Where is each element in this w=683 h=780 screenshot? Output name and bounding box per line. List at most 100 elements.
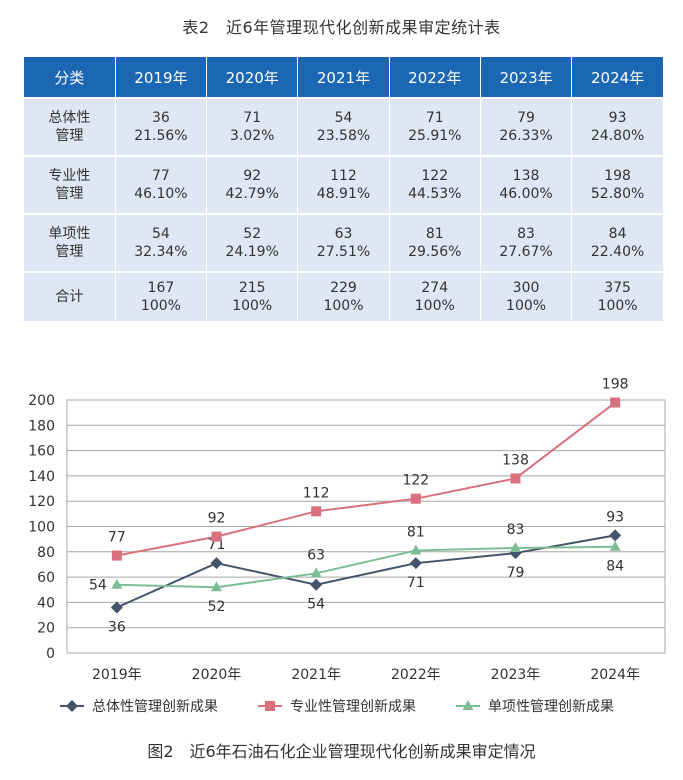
table-cell: 79 26.33% [480,97,573,156]
data-label: 112 [303,485,330,501]
data-label: 63 [307,547,325,563]
y-tick-label: 160 [28,444,55,460]
y-tick-label: 60 [37,570,55,586]
table-title: 表2 近6年管理现代化创新成果审定统计表 [182,18,501,37]
row-label: 单项性 管理 [24,213,116,272]
table-cell: 52 24.19% [206,213,299,272]
table-cell: 375 100% [571,271,663,321]
table-cell: 36 21.56% [115,97,208,156]
legend-marker [265,701,275,711]
data-label: 77 [108,530,126,546]
table-cell: 112 48.91% [297,155,390,214]
legend-marker [66,700,78,712]
data-label: 36 [108,619,126,635]
table-cell: 54 32.34% [115,213,208,272]
x-tick-label: 2021年 [291,667,341,683]
data-label: 54 [307,597,325,613]
legend-marker [462,700,474,710]
data-label: 198 [602,377,629,393]
data-label: 84 [606,559,624,575]
data-point [310,567,322,578]
header-cell: 2019年 [115,57,208,98]
table-cell: 71 3.02% [206,97,299,156]
y-tick-label: 20 [37,621,55,637]
header-cell: 2024年 [571,57,663,98]
data-label: 81 [407,525,425,541]
data-point [410,493,421,504]
y-tick-label: 200 [28,393,55,409]
data-point [510,473,521,484]
legend-label: 专业性管理创新成果 [290,699,416,715]
table-row: 专业性 管理 77 46.10% 92 42.79% 112 48.91% 122 44.… [24,155,663,214]
table-row-total: 合计 167 100% 215 100% 229 100% 274 100% 300 10… [24,271,663,321]
header-cell: 2020年 [206,57,299,98]
x-tick-label: 2019年 [92,667,142,683]
data-point [609,540,621,551]
data-point [610,397,621,408]
table-header-row: 分类 2019年 2020年 2021年 2022年 2023年 2024年 [24,57,663,98]
data-point [510,542,521,553]
header-cell: 2022年 [389,57,481,98]
row-label: 总体性 管理 [24,97,116,156]
table-row: 总体性 管理 36 21.56% 71 3.02% 54 23.58% 71 25.91%… [24,97,663,156]
data-point [211,531,222,542]
data-label: 92 [208,511,226,527]
legend-label: 总体性管理创新成果 [92,699,218,715]
data-label: 79 [507,565,525,581]
line-chart: 0 20 40 60 80 100 120 140 160 180 200 2019年 2020年 202… [28,377,666,715]
y-tick-label: 0 [46,646,55,662]
series-line [116,401,616,557]
row-label: 合计 [24,271,116,321]
y-tick-label: 100 [28,520,55,536]
table-cell: 83 27.67% [480,213,573,272]
data-label: 122 [402,473,429,489]
header-cell: 2023年 [480,57,573,98]
table-cell: 77 46.10% [115,155,208,214]
data-label: 52 [208,599,226,615]
table-cell: 167 100% [115,271,208,321]
table-cell: 84 22.40% [571,213,663,272]
table-cell: 229 100% [297,271,390,321]
x-tick-label: 2024年 [590,667,640,683]
data-label: 138 [502,452,529,468]
x-tick-label: 2022年 [391,667,441,683]
row-label: 专业性 管理 [24,155,116,214]
table-cell: 215 100% [206,271,299,321]
x-tick-label: 2023年 [491,667,541,683]
data-point [111,578,123,589]
data-point [311,506,322,517]
table-cell: 63 27.51% [297,213,390,272]
figure-caption: 图2 近6年石油石化企业管理现代化创新成果审定情况 [147,742,536,761]
plot-border [66,399,666,654]
table-cell: 81 29.56% [389,213,481,272]
x-tick-label: 2020年 [192,667,242,683]
table-cell: 54 23.58% [297,97,390,156]
data-label: 71 [407,575,425,591]
table-cell: 274 100% [389,271,481,321]
table-cell: 93 24.80% [571,97,663,156]
table-cell: 92 42.79% [206,155,299,214]
data-point [410,544,422,555]
table-cell: 71 25.91% [389,97,481,156]
data-point [310,578,323,591]
table-cell: 300 100% [480,271,573,321]
data-label: 54 [89,578,107,594]
data-point [609,529,622,542]
stats-table: 分类 2019年 2020年 2021年 2022年 2023年 2024年 总… [24,57,663,321]
data-point [210,557,223,570]
table-cell: 138 46.00% [480,155,573,214]
y-tick-label: 140 [28,469,55,485]
data-label: 93 [606,509,624,525]
table-cell: 122 44.53% [389,155,481,214]
table-cell: 198 52.80% [571,155,663,214]
data-label: 83 [507,522,525,538]
series-line [116,534,616,609]
data-point [409,557,422,570]
y-tick-label: 80 [37,545,55,561]
legend-label: 单项性管理创新成果 [488,699,614,715]
y-tick-label: 40 [37,595,55,611]
header-cell: 2021年 [297,57,390,98]
data-point [211,581,222,592]
header-cell: 分类 [24,57,116,98]
data-point [111,550,122,561]
